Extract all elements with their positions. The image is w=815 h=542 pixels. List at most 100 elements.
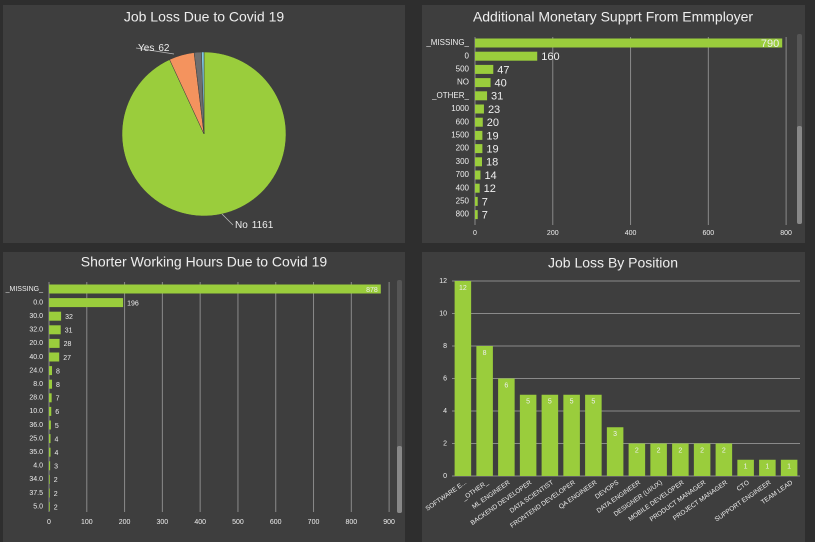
y-tick-label: 25.0 <box>29 435 43 442</box>
value-label: 7 <box>482 196 488 208</box>
x-tick-label: 700 <box>308 519 320 526</box>
y-tick-label: 5.0 <box>33 503 43 510</box>
bar <box>628 443 646 476</box>
value-label: 8 <box>56 368 60 375</box>
bar <box>650 443 667 476</box>
x-tick-label: 500 <box>232 519 244 526</box>
x-tick-label: 900 <box>383 519 395 526</box>
scrollbar-thumb[interactable] <box>797 126 802 224</box>
y-tick-label: 1000 <box>451 104 469 113</box>
chart-title: Job Loss By Position <box>548 255 678 271</box>
leader-line <box>135 47 175 55</box>
value-label: 1 <box>787 464 791 471</box>
value-label: 12 <box>484 183 496 195</box>
value-label: 27 <box>63 355 71 362</box>
bar <box>475 78 491 88</box>
value-label: 32 <box>65 314 73 321</box>
y-tick-label: _MISSING_ <box>425 38 469 47</box>
bar <box>49 488 50 498</box>
scrollbar-thumb[interactable] <box>397 446 402 513</box>
bar <box>715 443 733 476</box>
bar <box>49 325 61 335</box>
value-label: 196 <box>127 300 139 307</box>
bar <box>49 406 52 416</box>
bar <box>49 284 381 294</box>
y-tick-label: 30.0 <box>29 313 43 320</box>
bar <box>49 379 53 389</box>
value-label: 1 <box>765 464 769 471</box>
panel <box>3 252 405 542</box>
y-tick-label: NO <box>457 78 469 87</box>
x-tick-label: 600 <box>270 519 282 526</box>
slice-label: Yes 62 <box>138 43 170 54</box>
bar <box>606 427 624 476</box>
bar <box>49 447 51 457</box>
x-tick-label: 400 <box>194 519 206 526</box>
value-label: 7 <box>56 396 60 403</box>
value-label: 6 <box>55 409 59 416</box>
bar <box>475 91 488 101</box>
bar <box>475 196 478 206</box>
y-tick-label: 20.0 <box>29 340 43 347</box>
x-tick-label: 600 <box>702 230 714 237</box>
y-tick-label: 250 <box>456 197 470 206</box>
bar <box>49 338 60 348</box>
y-tick-label: _MISSING_ <box>5 286 43 293</box>
bar <box>759 459 776 476</box>
value-label: 12 <box>459 285 467 292</box>
bar <box>498 378 515 476</box>
bar <box>563 394 580 476</box>
value-label: 2 <box>54 504 58 511</box>
bar <box>475 170 481 180</box>
pie-slice <box>201 51 205 135</box>
bar <box>475 157 482 167</box>
bar <box>475 210 478 220</box>
x-tick-label: 800 <box>345 519 357 526</box>
y-tick-label: 400 <box>456 183 470 192</box>
bar <box>49 474 50 484</box>
value-label: 19 <box>486 144 498 156</box>
bar <box>475 117 483 127</box>
y-tick-label: 600 <box>456 117 470 126</box>
slice-label: No 1161 <box>235 220 274 231</box>
x-tick-label: 0 <box>473 230 477 237</box>
y-tick-label: 800 <box>456 210 470 219</box>
y-tick-label: 10 <box>439 310 447 317</box>
y-tick-label: 36.0 <box>29 422 43 429</box>
slice-category: Yes <box>138 43 154 54</box>
bar <box>49 502 50 512</box>
y-tick-label: 2 <box>443 440 447 447</box>
y-tick-label: 4 <box>443 408 447 415</box>
bar <box>49 311 62 321</box>
value-label: 5 <box>570 399 574 406</box>
value-label: 18 <box>486 157 498 169</box>
bar <box>49 352 60 362</box>
value-label: 2 <box>678 447 682 454</box>
bar <box>454 281 472 476</box>
value-label: 8 <box>483 350 487 357</box>
value-label: 28 <box>64 341 72 348</box>
value-label: 4 <box>55 450 59 457</box>
value-label: 47 <box>497 64 509 76</box>
bar <box>475 183 480 193</box>
y-tick-label: 37.5 <box>29 490 43 497</box>
y-tick-label: 700 <box>456 170 470 179</box>
value-label: 5 <box>591 399 595 406</box>
value-label: 6 <box>504 382 508 389</box>
y-tick-label: 8.0 <box>33 381 43 388</box>
value-label: 8 <box>56 382 60 389</box>
value-label: 2 <box>635 447 639 454</box>
bar <box>49 298 124 308</box>
value-label: 4 <box>55 436 59 443</box>
value-label: 5 <box>548 399 552 406</box>
bar <box>49 366 53 376</box>
value-label: 160 <box>541 51 559 63</box>
slice-category: No <box>235 220 248 231</box>
slice-value: 62 <box>158 43 170 54</box>
value-label: 878 <box>366 287 378 294</box>
bar <box>780 459 798 476</box>
bar <box>541 394 559 476</box>
value-label: 23 <box>488 104 500 116</box>
value-label: 40 <box>495 78 507 90</box>
